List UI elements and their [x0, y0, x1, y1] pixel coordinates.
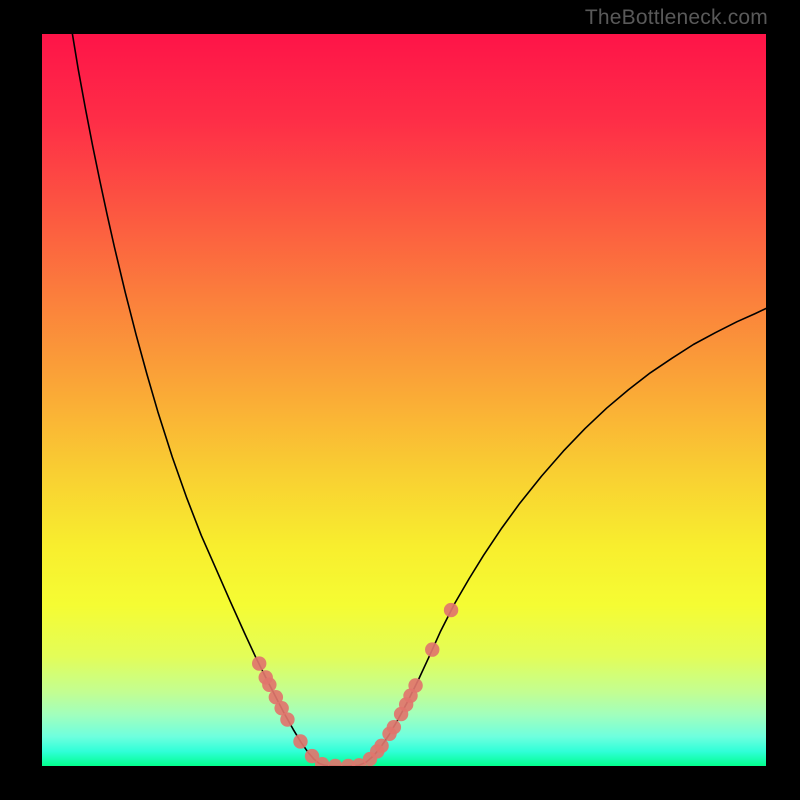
data-marker: [328, 759, 342, 766]
figure-root: TheBottleneck.com: [0, 0, 800, 800]
curve-overlay: [42, 34, 766, 766]
data-marker: [374, 739, 388, 753]
data-marker: [408, 678, 422, 692]
data-markers-group: [252, 603, 458, 766]
data-marker: [252, 656, 266, 670]
data-marker: [425, 642, 439, 656]
data-marker: [293, 734, 307, 748]
watermark-text: TheBottleneck.com: [585, 6, 768, 30]
bottleneck-curve-left: [72, 34, 324, 765]
bottleneck-curve-right: [359, 309, 766, 766]
data-marker: [387, 720, 401, 734]
data-marker: [262, 678, 276, 692]
data-marker: [280, 712, 294, 726]
data-marker: [444, 603, 458, 617]
plot-area: [42, 34, 766, 766]
